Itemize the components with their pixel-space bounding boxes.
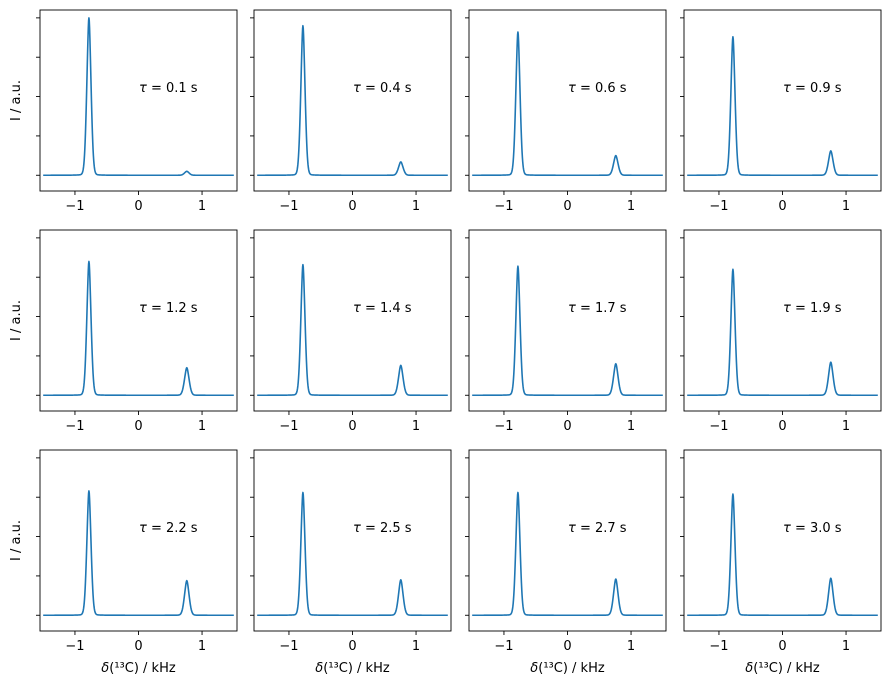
- spectrum-line: [471, 491, 664, 617]
- x-axis-label: δ(¹³C) / kHz: [101, 661, 176, 676]
- axes-frame: [683, 449, 882, 632]
- subplot-panel: −1 0 1 τ = 2.5 s δ(¹³C) / kHz: [250, 449, 452, 676]
- y-axis-label: I / a.u.: [9, 80, 24, 121]
- tau-label: τ = 1.7 s: [568, 301, 627, 316]
- tau-label: τ = 1.9 s: [783, 301, 842, 316]
- x-tick-label: 1: [412, 199, 420, 214]
- tau-label: τ = 3.0 s: [783, 521, 842, 536]
- axes-frame: [39, 229, 238, 412]
- y-axis-label: I / a.u.: [9, 520, 24, 561]
- x-tick-label: 1: [198, 639, 206, 654]
- spectrum-line: [42, 260, 235, 397]
- tau-label: τ = 2.2 s: [139, 521, 198, 536]
- spectrum-line: [42, 490, 235, 617]
- spectrum-line: [686, 268, 879, 397]
- subplot-panel: −1 0 1 τ = 1.2 s I / a.u.: [9, 229, 238, 434]
- spectrum-line: [256, 491, 449, 617]
- spectrum-line: [686, 35, 879, 177]
- subplot-panel: −1 0 1 τ = 0.9 s: [680, 9, 882, 214]
- x-tick-label: −1: [709, 199, 728, 214]
- x-tick-label: 1: [842, 419, 850, 434]
- subplot-panel: −1 0 1 τ = 2.7 s δ(¹³C) / kHz: [465, 449, 667, 676]
- tau-label: τ = 2.5 s: [353, 521, 412, 536]
- spectrum-line: [256, 24, 449, 177]
- x-tick-label: 0: [348, 419, 356, 434]
- tau-label: τ = 0.4 s: [353, 81, 412, 96]
- axes-frame: [253, 229, 452, 412]
- tau-label: τ = 0.6 s: [568, 81, 627, 96]
- spectrum-line: [42, 17, 235, 177]
- x-tick-label: 1: [842, 199, 850, 214]
- x-tick-label: −1: [494, 199, 513, 214]
- subplot-panel: −1 0 1 τ = 0.6 s: [465, 9, 667, 214]
- spectrum-line: [256, 263, 449, 397]
- x-axis-label: δ(¹³C) / kHz: [745, 661, 820, 676]
- subplot-panel: −1 0 1 τ = 0.4 s: [250, 9, 452, 214]
- subplot-panel: −1 0 1 τ = 2.2 s I / a.u. δ(¹³C) / kHz: [9, 449, 238, 676]
- x-tick-label: 0: [778, 199, 786, 214]
- x-tick-label: −1: [279, 199, 298, 214]
- tau-label: τ = 1.4 s: [353, 301, 412, 316]
- x-tick-label: −1: [494, 419, 513, 434]
- x-tick-label: 0: [134, 639, 142, 654]
- x-tick-label: 1: [198, 199, 206, 214]
- x-tick-label: −1: [65, 639, 84, 654]
- axes-frame: [39, 9, 238, 192]
- x-tick-label: 1: [412, 639, 420, 654]
- x-tick-label: 0: [348, 199, 356, 214]
- x-tick-label: 0: [563, 419, 571, 434]
- subplot-panel: −1 0 1 τ = 0.1 s I / a.u.: [9, 9, 238, 214]
- x-tick-label: 0: [563, 199, 571, 214]
- x-tick-label: −1: [65, 199, 84, 214]
- x-tick-label: 1: [627, 639, 635, 654]
- x-tick-label: 1: [627, 419, 635, 434]
- x-tick-label: −1: [65, 419, 84, 434]
- x-tick-label: 1: [627, 199, 635, 214]
- x-tick-label: 0: [563, 639, 571, 654]
- y-axis-label: I / a.u.: [9, 300, 24, 341]
- axes-frame: [468, 449, 667, 632]
- x-tick-label: −1: [279, 639, 298, 654]
- axes-frame: [253, 9, 452, 192]
- x-tick-label: −1: [709, 419, 728, 434]
- axes-frame: [683, 9, 882, 192]
- spectrum-line: [471, 31, 664, 177]
- x-tick-label: −1: [279, 419, 298, 434]
- subplot-panel: −1 0 1 τ = 3.0 s δ(¹³C) / kHz: [680, 449, 882, 676]
- axes-frame: [39, 449, 238, 632]
- x-axis-label: δ(¹³C) / kHz: [530, 661, 605, 676]
- x-tick-label: 0: [134, 199, 142, 214]
- spectrum-line: [686, 493, 879, 617]
- x-tick-label: −1: [494, 639, 513, 654]
- axes-frame: [253, 449, 452, 632]
- x-tick-label: 0: [348, 639, 356, 654]
- subplot-panel: −1 0 1 τ = 1.7 s: [465, 229, 667, 434]
- subplot-panel: −1 0 1 τ = 1.4 s: [250, 229, 452, 434]
- axes-frame: [468, 9, 667, 192]
- x-tick-label: 0: [778, 419, 786, 434]
- subplot-panel: −1 0 1 τ = 1.9 s: [680, 229, 882, 434]
- x-tick-label: 0: [778, 639, 786, 654]
- tau-label: τ = 2.7 s: [568, 521, 627, 536]
- axes-frame: [683, 229, 882, 412]
- tau-label: τ = 0.1 s: [139, 81, 198, 96]
- x-tick-label: 0: [134, 419, 142, 434]
- x-tick-label: 1: [198, 419, 206, 434]
- tau-label: τ = 0.9 s: [783, 81, 842, 96]
- x-axis-label: δ(¹³C) / kHz: [315, 661, 390, 676]
- x-tick-label: 1: [412, 419, 420, 434]
- spectrum-line: [471, 265, 664, 397]
- axes-frame: [468, 229, 667, 412]
- tau-label: τ = 1.2 s: [139, 301, 198, 316]
- x-tick-label: 1: [842, 639, 850, 654]
- x-tick-label: −1: [709, 639, 728, 654]
